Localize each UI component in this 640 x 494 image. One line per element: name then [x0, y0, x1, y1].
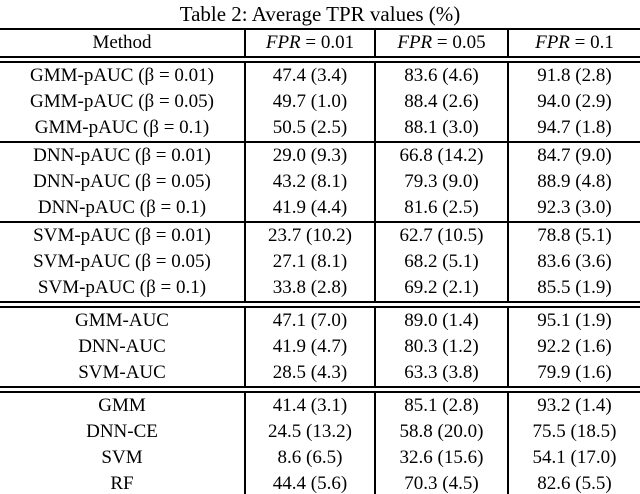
value-cell: 41.9 (4.7) [244, 334, 375, 360]
value-cell: 58.8 (20.0) [374, 419, 508, 445]
value-cell: 66.8 (14.2) [374, 142, 508, 169]
value-cell: 33.8 (2.8) [244, 275, 375, 308]
value-cell: 83.6 (4.6) [374, 59, 508, 89]
value-cell: 84.7 (9.0) [507, 142, 640, 169]
value-cell: 75.5 (18.5) [507, 419, 640, 445]
value-cell: 8.6 (6.5) [244, 445, 375, 471]
value-cell: 94.7 (1.8) [507, 115, 640, 143]
value-cell: 85.5 (1.9) [507, 275, 640, 308]
math-value: = 0.05 [432, 32, 486, 53]
value-cell: 83.6 (3.6) [507, 249, 640, 275]
value-cell: 43.2 (8.1) [244, 169, 375, 195]
table-row: DNN-CE 24.5 (13.2) 58.8 (20.0) 75.5 (18.5) [0, 419, 640, 445]
value-cell: 28.5 (4.3) [244, 360, 375, 393]
value-cell: 85.1 (2.8) [374, 389, 508, 419]
table-row: RF 44.4 (5.6) 70.3 (4.5) 82.6 (5.5) [0, 471, 640, 494]
table-row: GMM-pAUC (β = 0.1) 50.5 (2.5) 88.1 (3.0) 94… [0, 115, 640, 143]
math-variable: FPR [535, 32, 570, 53]
table-caption: Table 2: Average TPR values (%) [179, 2, 461, 26]
table-row: GMM-pAUC (β = 0.01) 47.4 (3.4) 83.6 (4.6) 9… [0, 59, 640, 89]
method-cell: SVM [101, 447, 143, 468]
table-row: GMM-AUC 47.1 (7.0) 89.0 (1.4) 95.1 (1.9) [0, 304, 640, 334]
value-cell: 41.9 (4.4) [244, 195, 375, 223]
value-cell: 49.7 (1.0) [244, 89, 375, 115]
method-cell: SVM-pAUC (β = 0.01) [33, 225, 211, 246]
math-value: = 0.1 [569, 32, 614, 53]
method-cell: DNN-CE [86, 421, 158, 442]
header-row: Method FPR = 0.01 FPR = 0.05 FPR = 0.1 [0, 28, 640, 63]
table-row: DNN-pAUC (β = 0.01) 29.0 (9.3) 66.8 (14.2)… [0, 142, 640, 169]
value-cell: 32.6 (15.6) [374, 445, 508, 471]
table-row: SVM 8.6 (6.5) 32.6 (15.6) 54.1 (17.0) [0, 445, 640, 471]
method-cell: SVM-pAUC (β = 0.05) [33, 251, 211, 272]
value-cell: 41.4 (3.1) [244, 389, 375, 419]
value-cell: 68.2 (5.1) [374, 249, 508, 275]
method-cell: GMM-pAUC (β = 0.05) [30, 91, 214, 112]
math-variable: FPR [265, 32, 301, 53]
value-cell: 81.6 (2.5) [374, 195, 508, 223]
table-row: SVM-pAUC (β = 0.01) 23.7 (10.2) 62.7 (10.5… [0, 222, 640, 249]
value-cell: 82.6 (5.5) [507, 471, 640, 494]
method-cell: SVM-pAUC (β = 0.1) [0, 275, 245, 308]
value-cell: 47.1 (7.0) [244, 304, 375, 334]
value-cell: 69.2 (2.1) [374, 275, 508, 308]
math-variable: FPR [397, 32, 433, 53]
table-row: GMM-pAUC (β = 0.05) 49.7 (1.0) 88.4 (2.6) 9… [0, 89, 640, 115]
method-cell: GMM [98, 395, 146, 416]
header-cell-fpr-1: FPR = 0.01 [244, 28, 375, 63]
value-cell: 88.1 (3.0) [374, 115, 508, 143]
method-cell: RF [0, 471, 245, 494]
method-cell: GMM-pAUC (β = 0.1) [0, 115, 245, 143]
method-cell: GMM-pAUC (β = 0.01) [30, 65, 214, 86]
value-cell: 47.4 (3.4) [244, 59, 375, 89]
math-value: = 0.01 [300, 32, 355, 53]
table-row: DNN-pAUC (β = 0.05) 43.2 (8.1) 79.3 (9.0) 8… [0, 169, 640, 195]
value-cell: 79.3 (9.0) [374, 169, 508, 195]
table-row: SVM-AUC 28.5 (4.3) 63.3 (3.8) 79.9 (1.6) [0, 360, 640, 393]
table-row: DNN-AUC 41.9 (4.7) 80.3 (1.2) 92.2 (1.6) [0, 334, 640, 360]
method-cell: GMM-AUC [75, 310, 169, 331]
value-cell: 29.0 (9.3) [244, 142, 375, 169]
value-cell: 23.7 (10.2) [244, 222, 375, 249]
header-cell-method: Method [0, 28, 245, 63]
value-cell: 88.4 (2.6) [374, 89, 508, 115]
value-cell: 89.0 (1.4) [374, 304, 508, 334]
header-cell-fpr-3: FPR = 0.1 [507, 28, 640, 63]
value-cell: 70.3 (4.5) [374, 471, 508, 494]
tpr-table: Method FPR = 0.01 FPR = 0.05 FPR = 0.1 GMM-… [0, 28, 640, 494]
value-cell: 44.4 (5.6) [244, 471, 375, 494]
value-cell: 93.2 (1.4) [507, 389, 640, 419]
table-row: DNN-pAUC (β = 0.1) 41.9 (4.4) 81.6 (2.5) 92… [0, 195, 640, 223]
value-cell: 95.1 (1.9) [507, 304, 640, 334]
table-row: SVM-pAUC (β = 0.1) 33.8 (2.8) 69.2 (2.1) 85… [0, 275, 640, 308]
table-body: GMM-pAUC (β = 0.01) 47.4 (3.4) 83.6 (4.6) 9… [0, 59, 640, 494]
value-cell: 91.8 (2.8) [507, 59, 640, 89]
table-row: SVM-pAUC (β = 0.05) 27.1 (8.1) 68.2 (5.1) 8… [0, 249, 640, 275]
value-cell: 94.0 (2.9) [507, 89, 640, 115]
value-cell: 88.9 (4.8) [507, 169, 640, 195]
value-cell: 63.3 (3.8) [374, 360, 508, 393]
value-cell: 78.8 (5.1) [507, 222, 640, 249]
value-cell: 80.3 (1.2) [374, 334, 508, 360]
value-cell: 27.1 (8.1) [244, 249, 375, 275]
method-cell: DNN-pAUC (β = 0.01) [33, 145, 211, 166]
value-cell: 50.5 (2.5) [244, 115, 375, 143]
table-row: GMM 41.4 (3.1) 85.1 (2.8) 93.2 (1.4) [0, 389, 640, 419]
header-cell-fpr-2: FPR = 0.05 [374, 28, 508, 63]
value-cell: 79.9 (1.6) [507, 360, 640, 393]
value-cell: 92.2 (1.6) [507, 334, 640, 360]
table-header: Method FPR = 0.01 FPR = 0.05 FPR = 0.1 [0, 28, 640, 63]
method-cell: DNN-pAUC (β = 0.1) [0, 195, 245, 223]
value-cell: 92.3 (3.0) [507, 195, 640, 223]
method-cell: DNN-pAUC (β = 0.05) [33, 171, 211, 192]
value-cell: 24.5 (13.2) [244, 419, 375, 445]
method-cell: DNN-AUC [78, 336, 166, 357]
value-cell: 54.1 (17.0) [507, 445, 640, 471]
value-cell: 62.7 (10.5) [374, 222, 508, 249]
method-cell: SVM-AUC [0, 360, 245, 393]
